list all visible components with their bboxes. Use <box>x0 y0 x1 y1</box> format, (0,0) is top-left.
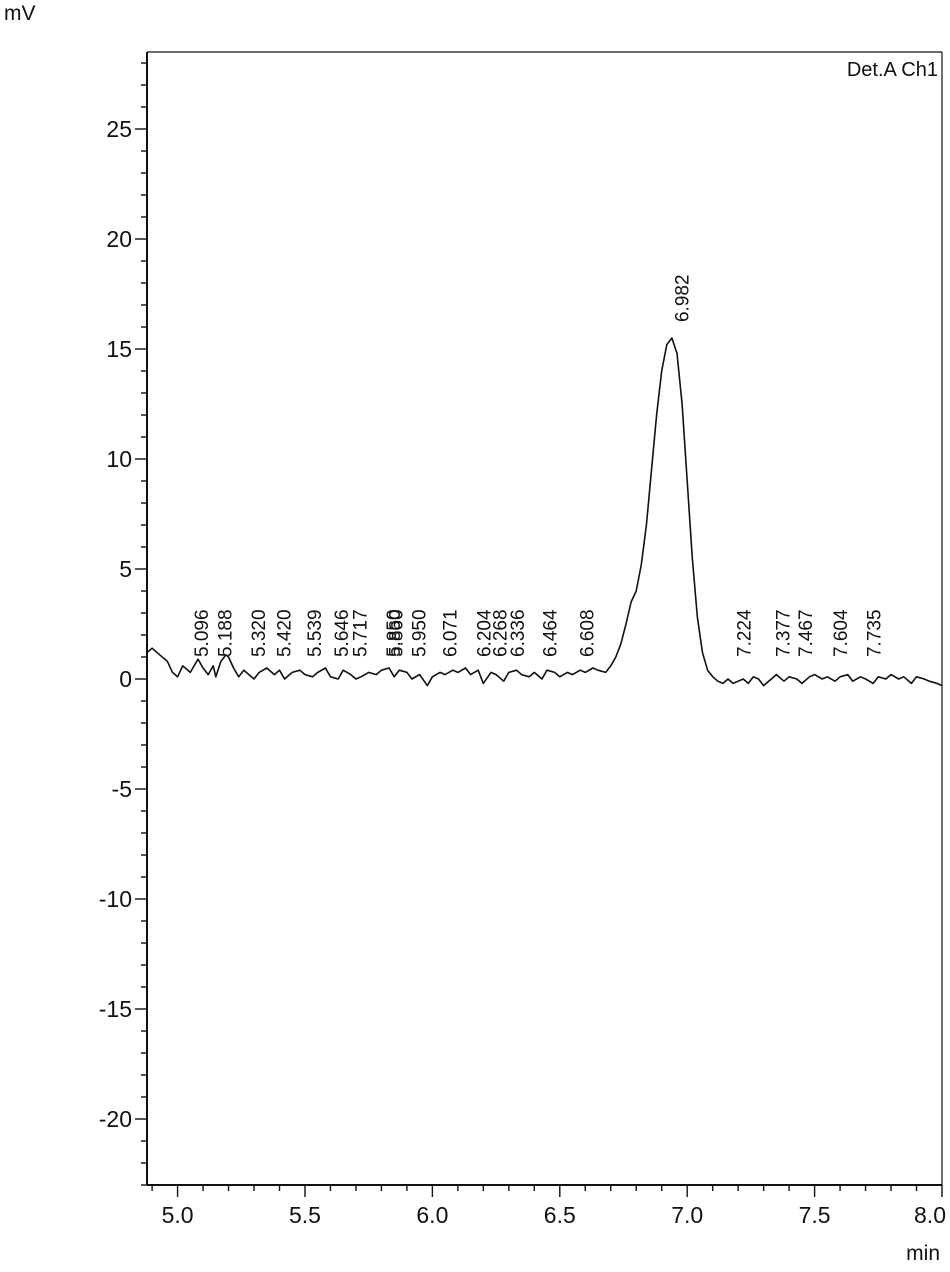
peak-label: 5.420 <box>275 609 296 657</box>
peak-label: 6.464 <box>541 609 562 657</box>
x-tick-label: 7.0 <box>671 1202 703 1228</box>
y-tick-label: -15 <box>99 996 132 1022</box>
peak-label: 5.096 <box>192 609 213 657</box>
y-tick-label: -20 <box>99 1106 132 1132</box>
peak-label: 7.467 <box>796 609 817 657</box>
y-tick-label: 15 <box>106 336 132 362</box>
y-axis-unit: mV <box>4 2 36 25</box>
peak-label: 6.268 <box>491 609 512 657</box>
x-tick-label: 7.5 <box>799 1202 831 1228</box>
legend-label: Det.A Ch1 <box>847 59 938 81</box>
y-tick-label: 10 <box>106 446 132 472</box>
peak-label: 6.982 <box>673 274 694 322</box>
peak-label: 5.850 <box>384 609 405 657</box>
y-tick-label: -5 <box>112 776 132 802</box>
peak-label: 5.950 <box>410 609 431 657</box>
ticks-layer: 25 20 15 10 5 0 -5 -10 -15 -20 5.0 5.5 6.0 6.5 7.0 7.5 8… <box>99 62 946 1228</box>
peak-label: 6.071 <box>440 609 461 657</box>
x-tick-label: 5.0 <box>162 1202 194 1228</box>
peak-label: 7.377 <box>773 609 794 657</box>
x-tick-label: 8.0 <box>914 1202 946 1228</box>
trace-layer <box>146 337 943 687</box>
x-tick-label: 6.0 <box>416 1202 448 1228</box>
y-tick-label: 20 <box>106 226 132 252</box>
peak-label: 5.646 <box>332 609 353 657</box>
peak-label: 6.204 <box>474 609 495 657</box>
y-tick-label: 25 <box>106 116 132 142</box>
peak-label: 5.539 <box>305 609 326 657</box>
peak-label: 6.608 <box>577 609 598 657</box>
peak-label: 6.336 <box>508 609 529 657</box>
x-tick-label: 5.5 <box>289 1202 321 1228</box>
peak-label: 5.320 <box>249 609 270 657</box>
peak-label: 5.188 <box>215 609 236 657</box>
chromatogram-trace <box>146 337 943 687</box>
x-axis-unit: min <box>906 1242 940 1265</box>
y-tick-label: -10 <box>99 886 132 912</box>
peak-label: 7.604 <box>831 609 852 657</box>
peak-label: 7.224 <box>734 609 755 657</box>
y-tick-label: 0 <box>119 666 132 692</box>
peak-label: 5.717 <box>350 609 371 657</box>
x-tick-label: 6.5 <box>544 1202 576 1228</box>
y-tick-label: 5 <box>119 556 132 582</box>
peak-label: 5.860 <box>387 609 408 657</box>
peak-label: 7.735 <box>864 609 885 657</box>
